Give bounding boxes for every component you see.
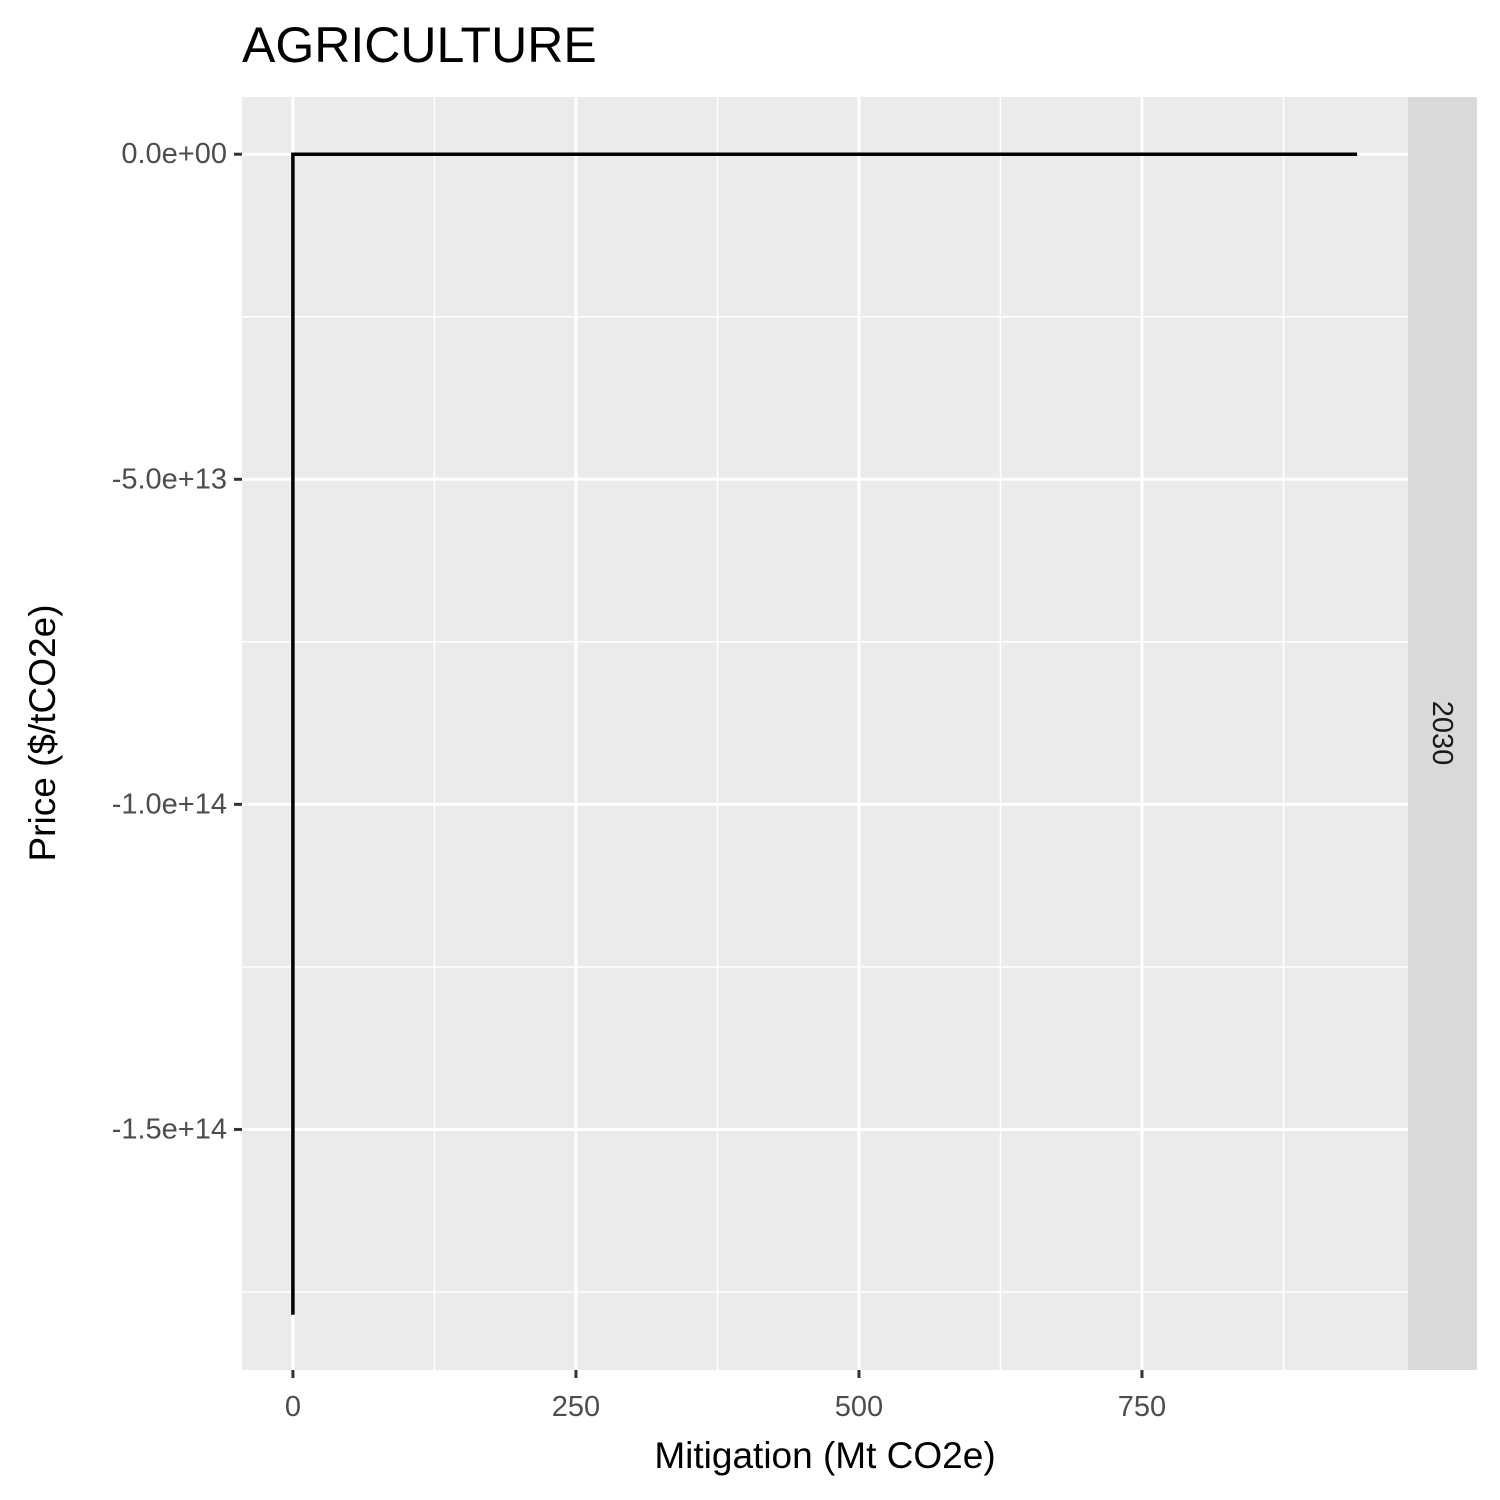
x-tick-label: 250 xyxy=(552,1391,600,1423)
series-line xyxy=(291,152,1358,1315)
minor-gridlines xyxy=(242,97,1408,1370)
x-axis: 0 250 500 750 xyxy=(285,1370,1166,1423)
y-axis-title: Price ($/tCO2e) xyxy=(22,604,63,861)
y-tick-label: -1.0e+14 xyxy=(112,788,227,820)
plot-panel xyxy=(242,97,1408,1370)
y-tick-label: 0.0e+00 xyxy=(121,138,227,170)
y-tick-label: -1.5e+14 xyxy=(112,1113,227,1145)
facet-strip xyxy=(1408,97,1477,1370)
x-tick-label: 750 xyxy=(1118,1391,1166,1423)
x-tick-label: 0 xyxy=(285,1391,301,1423)
facet-strip-label: 2030 xyxy=(1426,701,1458,766)
x-tick-label: 500 xyxy=(835,1391,883,1423)
series-layer xyxy=(291,152,1358,1315)
x-axis-title: Mitigation (Mt CO2e) xyxy=(654,1435,995,1476)
y-axis: 0.0e+00 -5.0e+13 -1.0e+14 -1.5e+14 xyxy=(112,138,242,1145)
y-tick-label: -5.0e+13 xyxy=(112,463,227,495)
chart-title: AGRICULTURE xyxy=(242,17,597,73)
